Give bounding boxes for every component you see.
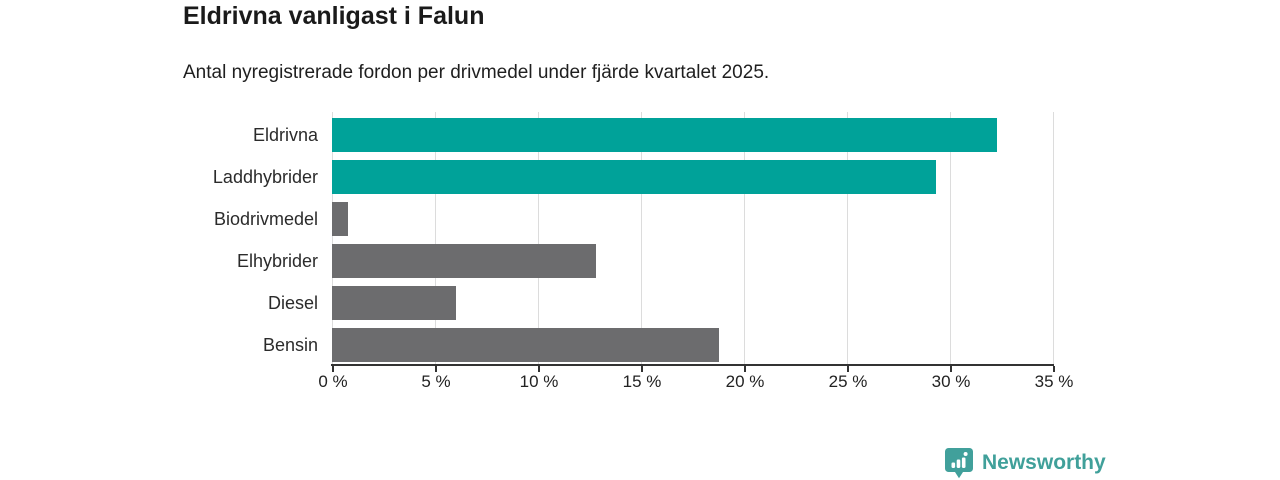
chart-title: Eldrivna vanligast i Falun [183, 2, 485, 30]
gridline [435, 112, 436, 365]
brand-footer: Newsworthy [944, 446, 1106, 480]
x-axis-tick [332, 366, 334, 372]
x-axis-tick-label: 35 % [1034, 372, 1074, 391]
gridline [538, 112, 539, 365]
category-label-diesel: Diesel [267, 293, 318, 313]
x-axis-tick-label: 15 % [622, 372, 662, 391]
x-axis-line [331, 364, 1054, 366]
bar-diesel [332, 286, 456, 320]
x-axis-tick [1053, 366, 1055, 372]
gridline [744, 112, 745, 365]
gridline [1053, 112, 1054, 365]
x-axis-tick-label: 5 % [421, 372, 451, 391]
category-label-elhybrider: Elhybrider [236, 251, 318, 271]
bar-laddhybrider [332, 160, 936, 194]
category-label-laddhybrider: Laddhybrider [212, 167, 318, 187]
x-axis-tick-label: 0 % [318, 372, 348, 391]
x-axis-tick [435, 366, 437, 372]
x-axis-tick [847, 366, 849, 372]
bar-eldrivna [332, 118, 998, 152]
brand-name: Newsworthy [982, 451, 1106, 474]
x-axis-tick [641, 366, 643, 372]
x-axis-tick-label: 10 % [519, 372, 559, 391]
gridline [641, 112, 642, 365]
bar-biodrivmedel [332, 202, 349, 236]
bar-chart-plot [332, 112, 1054, 365]
chart-subtitle: Antal nyregistrerade fordon per drivmede… [183, 62, 770, 83]
category-label-eldrivna: Eldrivna [252, 125, 318, 145]
x-axis-tick [538, 366, 540, 372]
gridline [950, 112, 951, 365]
gridline [847, 112, 848, 365]
bar-elhybrider [332, 244, 596, 278]
x-axis-tick-label: 20 % [725, 372, 765, 391]
newsworthy-logo-icon [945, 448, 973, 479]
category-label-bensin: Bensin [262, 335, 318, 355]
x-axis-tick [744, 366, 746, 372]
x-axis-tick-label: 30 % [931, 372, 971, 391]
bar-bensin [332, 328, 720, 362]
x-axis-tick [950, 366, 952, 372]
x-axis-tick-label: 25 % [828, 372, 868, 391]
gridline [332, 112, 333, 365]
category-label-biodrivmedel: Biodrivmedel [213, 209, 318, 229]
